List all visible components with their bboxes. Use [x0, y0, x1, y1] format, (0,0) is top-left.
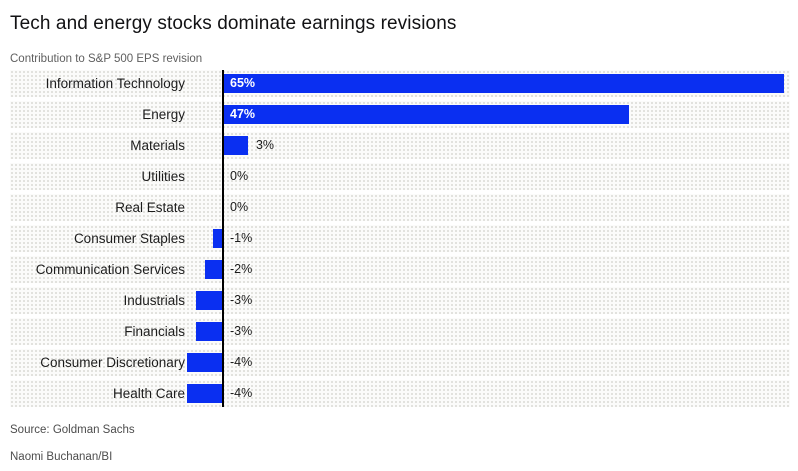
value-label: -3%: [230, 324, 253, 338]
chart-row: Consumer Discretionary -4%: [10, 349, 790, 376]
value-label: -4%: [230, 355, 253, 369]
chart-subtitle: Contribution to S&P 500 EPS revision: [10, 53, 203, 65]
chart-row: Energy 47%: [10, 101, 790, 128]
value-label: -1%: [230, 231, 253, 245]
chart-row: Industrials -3%: [10, 287, 790, 314]
category-label: Information Technology: [45, 76, 185, 91]
chart-rows: Information Technology 65% Energy 47% Materi…: [10, 70, 790, 407]
bar: [187, 384, 222, 403]
bar: [213, 229, 222, 248]
bar: [196, 291, 222, 310]
category-label: Consumer Staples: [73, 231, 185, 246]
bar: [222, 136, 248, 155]
category-label: Health Care: [112, 386, 185, 401]
byline: Naomi Buchanan/BI: [10, 451, 113, 463]
chart-row: Consumer Staples -1%: [10, 225, 790, 252]
value-label: -4%: [230, 386, 253, 400]
value-label: -2%: [230, 262, 253, 276]
category-label: Communication Services: [35, 262, 185, 277]
value-label: 65%: [230, 76, 256, 90]
source-note: Source: Goldman Sachs: [10, 424, 135, 436]
chart-row: Real Estate 0%: [10, 194, 790, 221]
category-label: Financials: [124, 324, 185, 339]
chart-row: Communication Services -2%: [10, 256, 790, 283]
value-label: 0%: [230, 169, 249, 183]
category-label: Consumer Discretionary: [40, 355, 185, 370]
bar-chart: Information Technology 65% Energy 47% Materi…: [10, 70, 790, 407]
bar: [222, 105, 629, 124]
category-label: Industrials: [123, 293, 185, 308]
category-label: Materials: [130, 138, 185, 153]
bar: [196, 322, 222, 341]
chart-title: Tech and energy stocks dominate earnings…: [10, 13, 457, 34]
bar: [204, 260, 222, 279]
chart-row: Health Care -4%: [10, 380, 790, 407]
category-label: Real Estate: [115, 200, 185, 215]
zero-axis-line: [222, 70, 224, 407]
category-label: Energy: [142, 107, 185, 122]
category-label: Utilities: [141, 169, 185, 184]
chart-row: Information Technology 65%: [10, 70, 790, 97]
chart-row: Utilities 0%: [10, 163, 790, 190]
value-label: -3%: [230, 293, 253, 307]
value-label: 0%: [230, 200, 249, 214]
value-label: 3%: [255, 138, 275, 152]
chart-row: Materials 3%: [10, 132, 790, 159]
value-label: 47%: [230, 107, 256, 121]
bar: [187, 353, 222, 372]
chart-row: Financials -3%: [10, 318, 790, 345]
bar: [222, 74, 785, 93]
